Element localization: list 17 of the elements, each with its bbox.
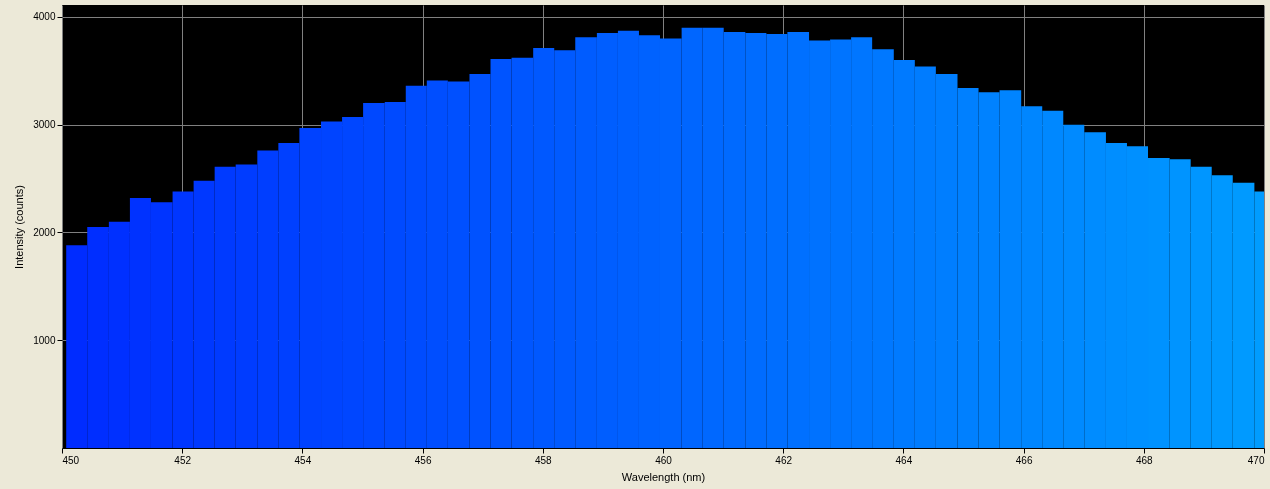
x-tick-label: 452 — [174, 454, 192, 466]
y-tick-label: 1000 — [33, 334, 56, 346]
x-axis-title: Wavelength (nm) — [621, 470, 706, 483]
x-tick-label: 450 — [62, 454, 80, 466]
x-tick-label: 468 — [1135, 454, 1154, 466]
y-tick-label: 4000 — [33, 11, 56, 23]
x-tick-label: 458 — [534, 454, 553, 466]
y-tick-label: 2000 — [33, 226, 56, 238]
x-tick-label: 466 — [1015, 454, 1033, 466]
x-tick-label: 456 — [414, 454, 432, 466]
x-tick-label: 464 — [895, 454, 913, 466]
y-axis-title: Intensity (counts) — [13, 185, 26, 269]
x-tick-label: 460 — [655, 454, 673, 466]
y-tick-label: 3000 — [33, 119, 56, 131]
x-tick-label: 470 — [1247, 454, 1265, 466]
x-tick-label: 454 — [294, 454, 312, 466]
x-tick-label: 462 — [775, 454, 793, 466]
